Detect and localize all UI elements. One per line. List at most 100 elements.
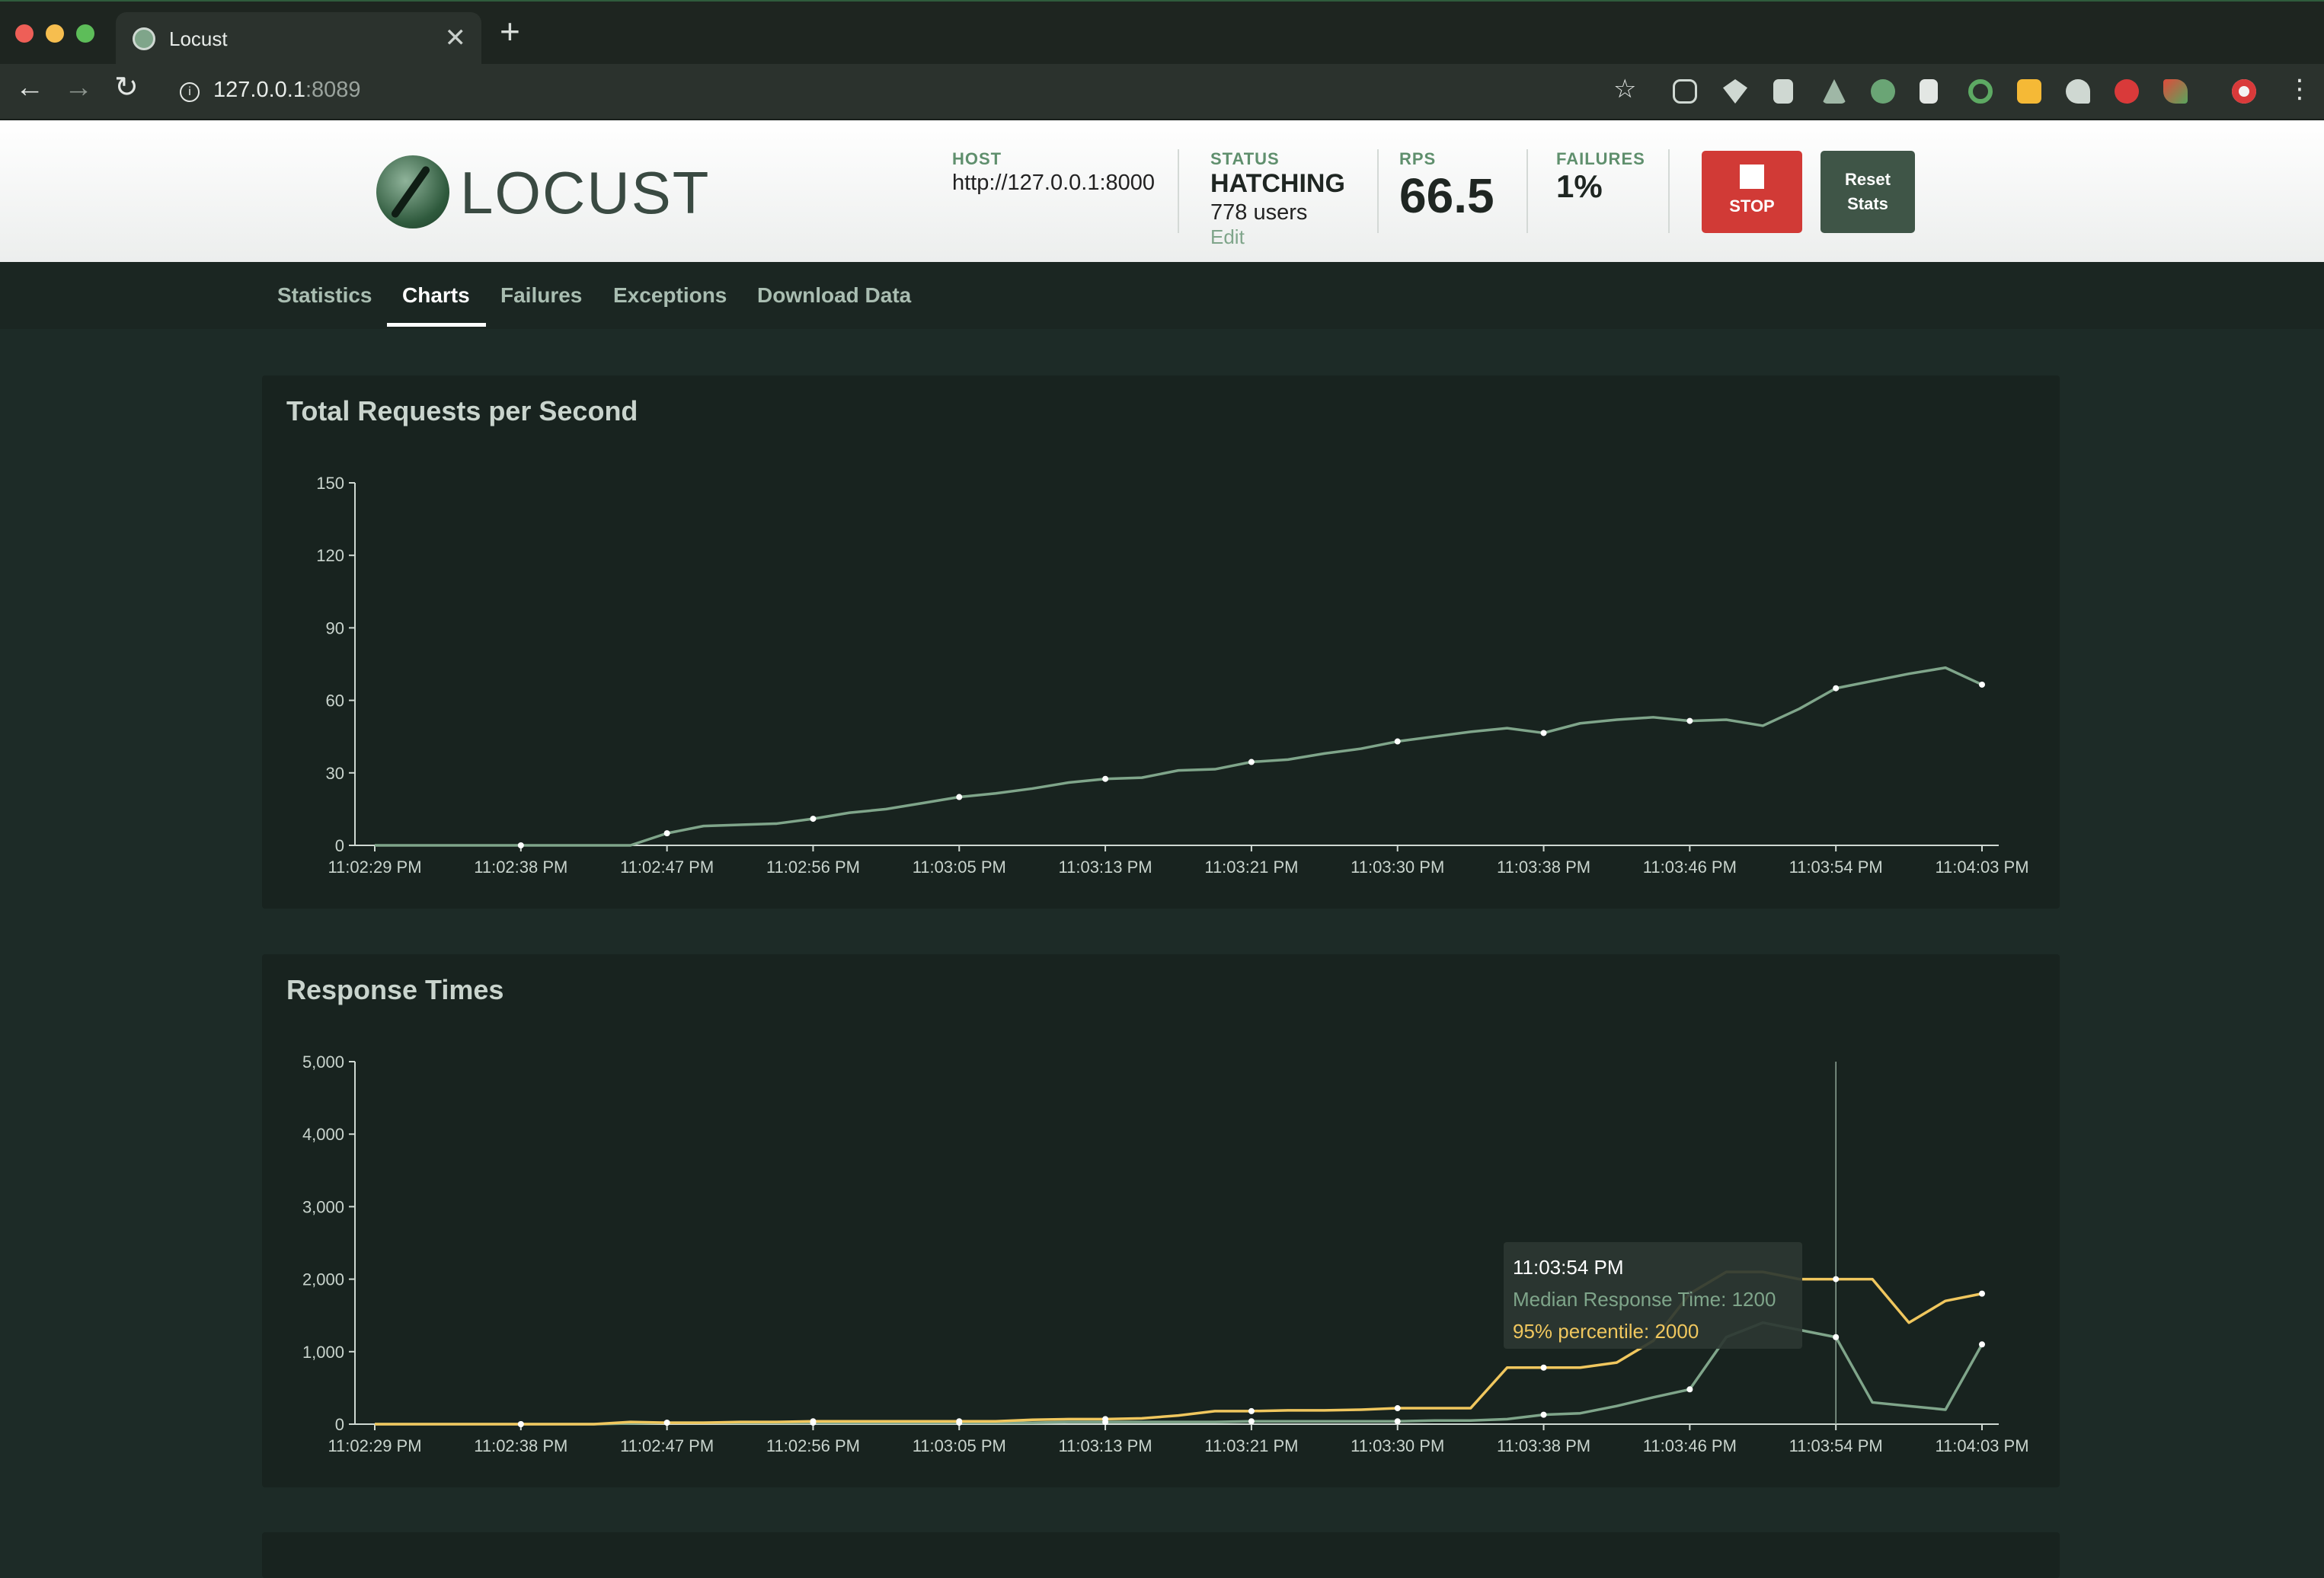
rps-data-point <box>1248 759 1255 765</box>
response-times-data-point <box>1248 1407 1255 1414</box>
rps-data-point <box>1394 738 1401 745</box>
response-times-x-tick-label: 11:03:46 PM <box>1643 1436 1737 1455</box>
host-label: HOST <box>952 149 1002 168</box>
new-tab-icon[interactable]: + <box>500 11 520 51</box>
response-times-data-point <box>1540 1364 1547 1371</box>
reload-icon[interactable]: ↻ <box>114 72 139 104</box>
tab-charts[interactable]: Charts <box>402 283 470 307</box>
browser-tab[interactable]: Locust ✕ <box>116 12 481 65</box>
url-port: :8089 <box>305 78 361 102</box>
close-tab-icon[interactable]: ✕ <box>444 24 467 53</box>
document-extension-icon[interactable] <box>1773 79 1793 104</box>
status-label: STATUS <box>1210 149 1280 168</box>
rps-value: 66.5 <box>1399 168 1494 223</box>
rps-data-point <box>1540 730 1547 736</box>
site-info-icon[interactable]: i <box>180 82 200 102</box>
reset-stats-button[interactable]: Reset Stats <box>1821 151 1915 233</box>
host-stat: HOST http://127.0.0.1:8000 <box>952 149 1155 196</box>
stop-square-icon <box>1740 165 1764 189</box>
response-times-x-tick-label: 11:02:29 PM <box>328 1436 421 1455</box>
rps-x-tick-label: 11:04:03 PM <box>1935 858 2028 877</box>
response-times-data-point <box>956 1418 963 1425</box>
response-times-x-tick-label: 11:02:38 PM <box>474 1436 567 1455</box>
browser-tab-bar: Locust ✕ + <box>0 0 2324 65</box>
rps-series-line <box>375 666 1983 847</box>
rps-chart-panel: Total Requests per Second 0 30 60 90 120 150 1… <box>262 375 2060 909</box>
page-extension-icon[interactable] <box>1920 79 1938 104</box>
circle-extension-icon[interactable] <box>1968 79 1993 104</box>
locust-logo-icon <box>376 155 449 228</box>
divider <box>1668 149 1670 233</box>
stop-button[interactable]: STOP <box>1702 151 1802 233</box>
response-times-y-tick-label: 4,000 <box>302 1125 344 1144</box>
tab-download-data[interactable]: Download Data <box>757 283 912 307</box>
response-times-data-point <box>1979 1290 1985 1297</box>
response-times-data-point <box>517 1421 524 1427</box>
bookmark-star-icon[interactable]: ☆ <box>1613 75 1637 104</box>
tab-statistics[interactable]: Statistics <box>277 283 372 307</box>
leaf-extension-icon[interactable] <box>2163 79 2188 104</box>
rps-data-point <box>663 830 670 837</box>
tab-exceptions[interactable]: Exceptions <box>613 283 727 307</box>
rps-x-tick-label: 11:03:46 PM <box>1643 858 1737 877</box>
rps-x-tick-label: 11:03:38 PM <box>1497 858 1590 877</box>
edit-users-link[interactable]: Edit <box>1210 225 1245 248</box>
response-times-data-point <box>1394 1418 1401 1425</box>
reset-label-line1: Reset <box>1845 170 1891 189</box>
response-times-data-point <box>663 1420 670 1426</box>
failures-stat: FAILURES 1% <box>1556 149 1645 204</box>
response-times-x-tick-label: 11:04:03 PM <box>1935 1436 2028 1455</box>
rps-chart: 0 30 60 90 120 150 11:02:29 PM 11:02:38 PM 11:02… <box>316 474 2028 877</box>
rps-data-point <box>1102 775 1109 782</box>
chart-tooltip: 11:03:54 PM Median Response Time: 1200 9… <box>1504 1242 1802 1349</box>
main-nav: Statistics Charts Failures Exceptions Do… <box>0 262 2324 329</box>
response-times-y-tick-label: 5,000 <box>302 1053 344 1072</box>
address-bar[interactable]: i 127.0.0.1:8089 <box>180 78 361 103</box>
locust-favicon-icon <box>133 27 155 50</box>
rps-y-tick-label: 0 <box>335 836 344 855</box>
pinterest-extension-icon[interactable] <box>2115 79 2139 104</box>
minimize-window-dot[interactable] <box>46 24 64 43</box>
browser-menu-icon[interactable]: ⋮ <box>2287 75 2313 104</box>
divider <box>1526 149 1528 233</box>
response-times-chart-title: Response Times <box>286 974 504 1005</box>
close-window-dot[interactable] <box>15 24 34 43</box>
url-host: 127.0.0.1 <box>213 78 305 102</box>
response-times-data-point <box>810 1418 817 1425</box>
profile-avatar[interactable] <box>2232 79 2256 104</box>
status-value: HATCHING <box>1210 169 1345 198</box>
notes-extension-icon[interactable] <box>2017 79 2041 104</box>
off-extension-icon[interactable] <box>1871 79 1895 104</box>
rps-x-tick-label: 11:03:54 PM <box>1789 858 1883 877</box>
response-times-data-point <box>1102 1416 1109 1423</box>
stop-label: STOP <box>1729 196 1775 216</box>
tab-failures[interactable]: Failures <box>500 283 583 307</box>
rps-x-tick-label: 11:03:30 PM <box>1351 858 1444 877</box>
rps-y-tick-label: 30 <box>326 764 344 783</box>
response-times-x-tick-label: 11:03:13 PM <box>1059 1436 1152 1455</box>
tooltip-time: 11:03:54 PM <box>1513 1256 1624 1279</box>
rps-y-tick-label: 90 <box>326 618 344 637</box>
zoom-window-dot[interactable] <box>76 24 94 43</box>
rps-x-tick-label: 11:03:21 PM <box>1204 858 1298 877</box>
response-times-y-tick-label: 3,000 <box>302 1197 344 1216</box>
divider <box>1178 149 1179 233</box>
status-stat: STATUS HATCHING 778 users Edit <box>1210 149 1345 249</box>
response-times-x-tick-label: 11:03:54 PM <box>1789 1436 1883 1455</box>
pocket-extension-icon[interactable] <box>1673 79 1697 104</box>
ghost-extension-icon[interactable] <box>2066 79 2090 104</box>
rps-x-tick-label: 11:02:47 PM <box>620 858 714 877</box>
diamond-extension-icon[interactable] <box>1723 79 1747 104</box>
divider <box>1377 149 1379 233</box>
forward-icon[interactable]: → <box>64 72 93 104</box>
response-times-chart: 0 1,000 2,000 3,000 4,000 5,000 11:02:29 PM 11:… <box>302 1053 2029 1455</box>
tab-title: Locust <box>169 27 228 50</box>
drive-extension-icon[interactable] <box>1822 79 1846 104</box>
browser-toolbar: ← → ↻ i 127.0.0.1:8089 ☆ ⋮ <box>0 64 2324 120</box>
response-times-data-point <box>1833 1334 1840 1340</box>
rps-stat: RPS 66.5 <box>1399 149 1494 222</box>
rps-data-point <box>956 794 963 800</box>
response-times-data-point <box>1686 1386 1693 1393</box>
failures-label: FAILURES <box>1556 149 1645 168</box>
back-icon[interactable]: ← <box>15 72 44 104</box>
